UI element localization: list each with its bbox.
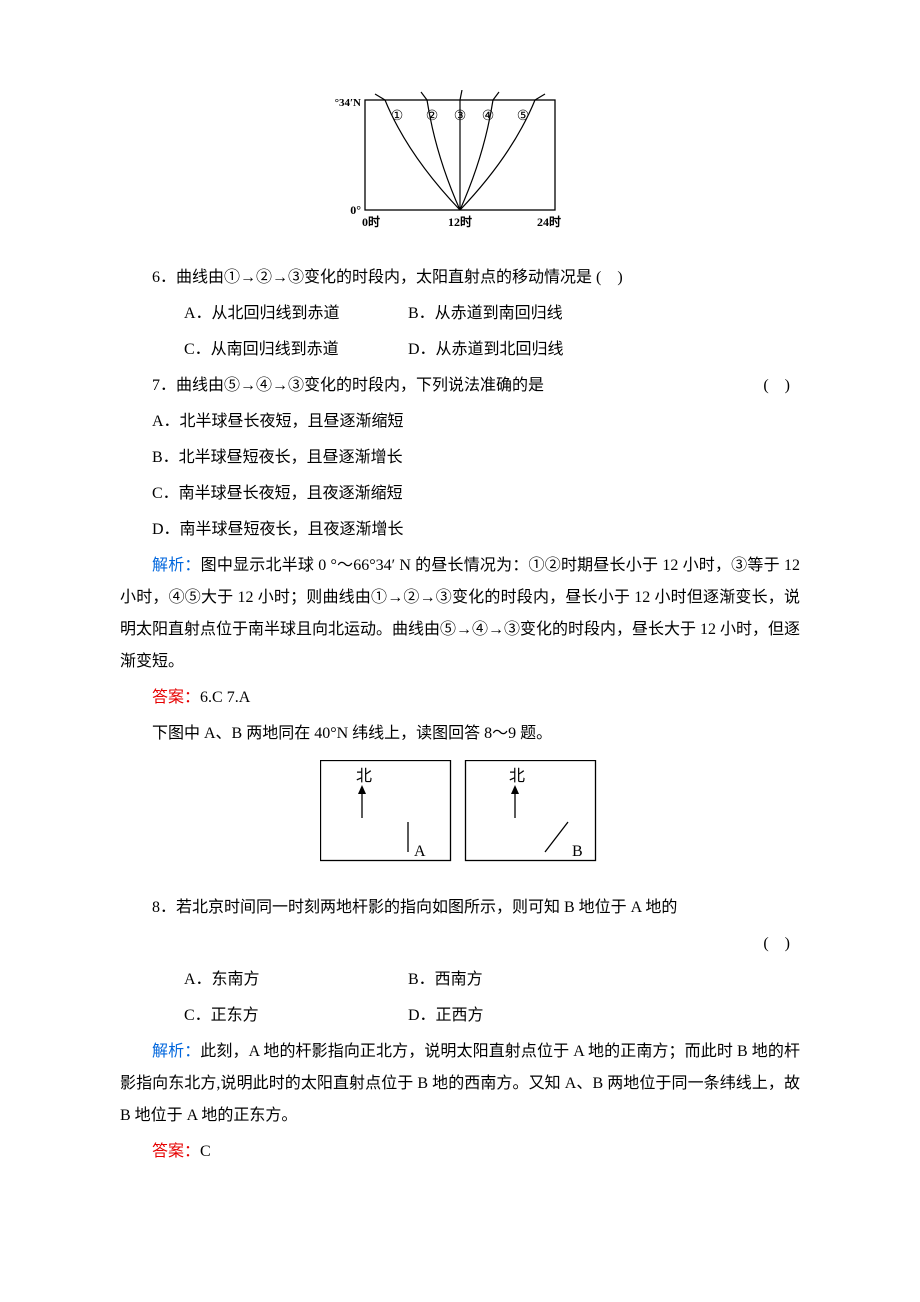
q6-text: 6．曲线由①→②→③变化的时段内，太阳直射点的移动情况是 [152,269,592,286]
answer-2-text: C [200,1143,211,1160]
q8-C: C．正东方 [152,1000,372,1032]
answer-1-text: 6.C 7.A [200,689,250,706]
analysis-1: 解析：图中显示北半球 0 °～66°34′ N 的昼长情况为：①②时期昼长小于 … [120,550,800,678]
q6-A: A．从北回归线到赤道 [152,298,372,330]
svg-text:12时: 12时 [448,214,472,229]
q6-choices-row1: A．从北回归线到赤道 B．从赤道到南回归线 [120,298,800,330]
q8-text: 8．若北京时间同一时刻两地杆影的指向如图所示，则可知 B 地位于 A 地的 [152,899,677,916]
q6-stem: 6．曲线由①→②→③变化的时段内，太阳直射点的移动情况是 ( ) [120,262,800,294]
q7-text: 7．曲线由⑤→④→③变化的时段内，下列说法准确的是 [152,377,544,394]
analysis-2: 解析：此刻，A 地的杆影指向正北方，说明太阳直射点位于 A 地的正南方；而此时 … [120,1036,800,1132]
svg-text:②: ② [426,109,439,124]
answer-2: 答案：C [120,1136,800,1168]
svg-text:③: ③ [454,109,467,124]
q8-A: A．东南方 [152,964,372,996]
analysis-1-text: 图中显示北半球 0 °～66°34′ N 的昼长情况为：①②时期昼长小于 12 … [120,557,800,670]
q8-D: D．正西方 [376,1000,596,1032]
analysis-2-text: 此刻，A 地的杆影指向正北方，说明太阳直射点位于 A 地的正南方；而此时 B 地… [120,1043,800,1124]
q6-paren: ( ) [596,269,623,286]
q7-D: D．南半球昼短夜长，且夜逐渐增长 [120,514,800,546]
svg-text:24时: 24时 [537,214,561,229]
analysis-2-label: 解析： [152,1043,200,1060]
svg-text:0°: 0° [350,203,361,217]
q6-C: C．从南回归线到赤道 [152,334,372,366]
q8-choices-row2: C．正东方 D．正西方 [120,1000,800,1032]
q8-stem: 8．若北京时间同一时刻两地杆影的指向如图所示，则可知 B 地位于 A 地的 [120,892,800,924]
q6-B: B．从赤道到南回归线 [376,298,596,330]
answer-2-label: 答案： [152,1143,200,1160]
q6-D: D．从赤道到北回归线 [376,334,596,366]
q7-B: B．北半球昼短夜长，且昼逐渐增长 [120,442,800,474]
q8-B: B．西南方 [376,964,596,996]
intro-2: 下图中 A、B 两地同在 40°N 纬线上，读图回答 8～9 题。 [120,718,800,750]
svg-text:北: 北 [356,767,372,785]
answer-1-label: 答案： [152,689,200,706]
q7-A: A．北半球昼长夜短，且昼逐渐缩短 [120,406,800,438]
svg-text:0时: 0时 [362,214,380,229]
q7-paren: ( ) [731,370,790,402]
q8-choices-row1: A．东南方 B．西南方 [120,964,800,996]
svg-text:⑤: ⑤ [517,109,530,124]
q7-stem: 7．曲线由⑤→④→③变化的时段内，下列说法准确的是 ( ) [120,370,800,402]
svg-text:66°34′N: 66°34′N [335,97,361,109]
q7-C: C．南半球昼长夜短，且夜逐渐缩短 [120,478,800,510]
svg-text:④: ④ [482,109,495,124]
answer-1: 答案：6.C 7.A [120,682,800,714]
figure-2: 北 A 北 B [120,760,800,882]
figure-2-svg: 北 A 北 B [320,760,600,870]
analysis-1-label: 解析： [152,557,201,574]
q8-paren: ( ) [763,935,790,952]
svg-text:B: B [572,843,583,860]
q6-choices-row2: C．从南回归线到赤道 D．从赤道到北回归线 [120,334,800,366]
figure-1-svg: ① ②③④ ⑤ 66°34′N 0°0时 12时 24时 [335,90,585,240]
svg-text:北: 北 [509,767,525,785]
figure-1: ① ②③④ ⑤ 66°34′N 0°0时 12时 24时 [120,90,800,252]
svg-text:①: ① [391,109,404,124]
svg-text:A: A [414,843,426,860]
q8-paren-line: ( ) [120,928,790,960]
